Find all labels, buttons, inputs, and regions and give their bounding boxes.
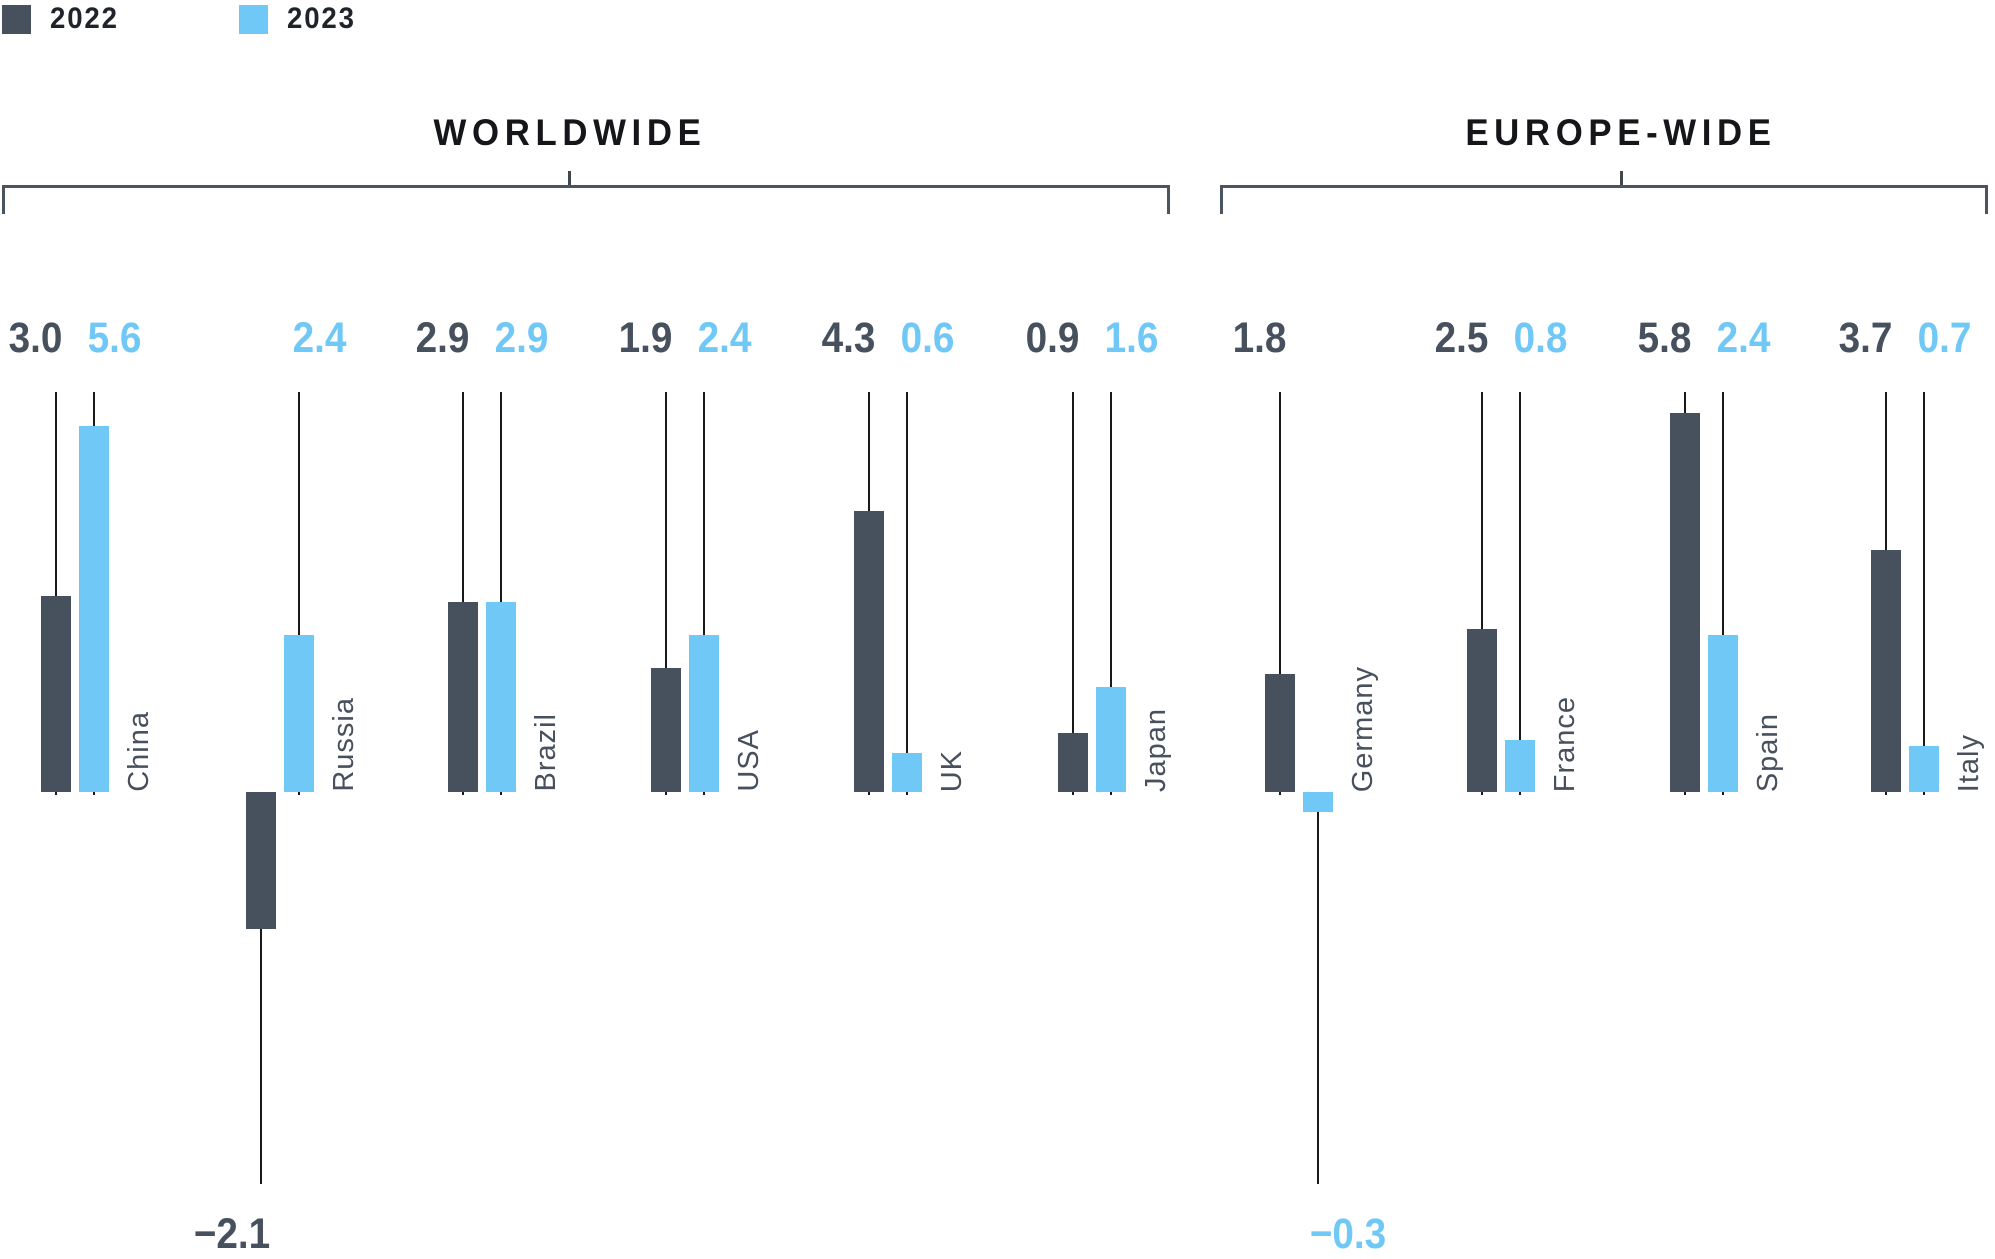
value-label-row-spain: 5.8 2.4 bbox=[1634, 314, 1775, 362]
bracket-worldwide-right-tick bbox=[1167, 185, 1170, 214]
value-label-2022-spain: 5.8 bbox=[1637, 314, 1692, 362]
legend-label-2023: 2023 bbox=[286, 2, 356, 35]
legend-item-2023: 2023 bbox=[238, 2, 362, 36]
country-label-uk: UK bbox=[936, 749, 968, 792]
value-label-2023-germany bbox=[1311, 316, 1367, 361]
bar-2022-france bbox=[1467, 628, 1497, 792]
stem-2023-uk bbox=[906, 392, 908, 795]
bracket-worldwide-left-tick bbox=[2, 185, 5, 214]
value-label-row-germany: 1.8 bbox=[1229, 314, 1370, 362]
bar-2022-russia bbox=[246, 792, 276, 930]
stem-2023-spain bbox=[1722, 392, 1724, 795]
bracket-europe-center-tick bbox=[1620, 171, 1623, 185]
value-label-2023-uk: 0.6 bbox=[900, 314, 955, 362]
bar-2023-russia bbox=[284, 635, 314, 792]
value-label-row-china: 3.0 5.6 bbox=[5, 314, 146, 362]
value-label-2023-brazil: 2.9 bbox=[494, 314, 549, 362]
country-label-germany: Germany bbox=[1347, 665, 1379, 792]
bar-2022-usa bbox=[651, 667, 681, 792]
value-label-2023-france: 0.8 bbox=[1513, 314, 1568, 362]
country-label-japan: Japan bbox=[1140, 707, 1172, 792]
country-label-usa: USA bbox=[733, 729, 765, 792]
bar-2023-spain bbox=[1708, 635, 1738, 792]
value-label-2023-usa: 2.4 bbox=[697, 314, 752, 362]
value-label-2022-uk: 4.3 bbox=[821, 314, 876, 362]
value-label-2023-china: 5.6 bbox=[87, 314, 142, 362]
value-label-2023-italy: 0.7 bbox=[1917, 314, 1972, 362]
stem-2022-germany bbox=[1279, 392, 1281, 795]
value-label-2022-japan: 0.9 bbox=[1025, 314, 1080, 362]
bracket-worldwide-center-tick bbox=[568, 171, 571, 185]
stem-2023-italy bbox=[1923, 392, 1925, 795]
bracket-europe-left-tick bbox=[1220, 185, 1223, 214]
value-label-2022-france: 2.5 bbox=[1434, 314, 1489, 362]
value-label-2022-china: 3.0 bbox=[8, 314, 63, 362]
bar-2023-italy bbox=[1909, 746, 1939, 792]
bracket-europe-line bbox=[1220, 185, 1988, 188]
bar-2023-germany bbox=[1303, 792, 1333, 812]
value-label-2022-russia bbox=[213, 316, 269, 361]
value-label-2022-italy: 3.7 bbox=[1838, 314, 1893, 362]
value-label-row-brazil: 2.9 2.9 bbox=[412, 314, 553, 362]
bar-2022-germany bbox=[1265, 674, 1295, 792]
value-label-2023-japan: 1.6 bbox=[1104, 314, 1159, 362]
legend: 2022 2023 bbox=[2, 2, 362, 36]
bar-2023-france bbox=[1505, 739, 1535, 792]
bracket-europe-right-tick bbox=[1985, 185, 1988, 214]
value-label-row-uk: 4.3 0.6 bbox=[818, 314, 959, 362]
legend-item-2022: 2022 bbox=[2, 2, 125, 36]
value-label-2023-russia: 2.4 bbox=[292, 314, 347, 362]
value-label-row-italy: 3.7 0.7 bbox=[1835, 314, 1976, 362]
value-label-below-2023-germany: −0.3 bbox=[1309, 1210, 1387, 1258]
country-label-france: France bbox=[1549, 695, 1581, 792]
stem-2022-brazil bbox=[462, 392, 464, 795]
country-label-russia: Russia bbox=[328, 697, 360, 792]
bar-2022-italy bbox=[1871, 550, 1901, 792]
country-label-spain: Spain bbox=[1752, 712, 1784, 792]
stem-2023-russia bbox=[298, 392, 300, 795]
legend-swatch-2023 bbox=[238, 4, 268, 34]
stem-2022-japan bbox=[1072, 392, 1074, 795]
legend-swatch-2022 bbox=[2, 4, 31, 34]
value-label-2022-usa: 1.9 bbox=[618, 314, 673, 362]
bar-2023-japan bbox=[1096, 687, 1126, 792]
value-label-row-russia: 2.4 bbox=[210, 314, 351, 362]
country-label-italy: Italy bbox=[1953, 733, 1985, 792]
value-label-2023-spain: 2.4 bbox=[1716, 314, 1771, 362]
value-label-2022-germany: 1.8 bbox=[1232, 314, 1287, 362]
bar-2023-brazil bbox=[486, 602, 516, 792]
bar-2022-spain bbox=[1670, 412, 1700, 792]
stem-2023-brazil bbox=[500, 392, 502, 795]
value-label-row-japan: 0.9 1.6 bbox=[1022, 314, 1163, 362]
bar-2023-uk bbox=[892, 752, 922, 792]
bar-2022-china bbox=[41, 595, 71, 792]
value-label-below-2022-russia: −2.1 bbox=[193, 1210, 271, 1258]
stem-2023-germany bbox=[1317, 811, 1319, 1184]
stem-2022-france bbox=[1481, 392, 1483, 795]
value-label-row-usa: 1.9 2.4 bbox=[615, 314, 756, 362]
stem-2022-usa bbox=[665, 392, 667, 795]
section-title-worldwide: WORLDWIDE bbox=[433, 112, 707, 153]
country-label-china: China bbox=[123, 711, 155, 792]
bar-2022-uk bbox=[854, 510, 884, 792]
legend-label-2022: 2022 bbox=[50, 2, 119, 35]
section-title-europe: EUROPE-WIDE bbox=[1465, 112, 1777, 153]
value-label-2022-brazil: 2.9 bbox=[415, 314, 470, 362]
stem-2023-france bbox=[1519, 392, 1521, 795]
bar-2022-brazil bbox=[448, 602, 478, 792]
bar-2022-japan bbox=[1058, 733, 1088, 792]
country-label-brazil: Brazil bbox=[530, 713, 562, 792]
stem-2023-japan bbox=[1110, 392, 1112, 795]
bracket-worldwide-line bbox=[2, 185, 1170, 188]
stem-2022-russia bbox=[260, 929, 262, 1184]
stem-2023-usa bbox=[703, 392, 705, 795]
stem-2022-china bbox=[55, 392, 57, 795]
value-label-row-france: 2.5 0.8 bbox=[1431, 314, 1572, 362]
bar-2023-usa bbox=[689, 635, 719, 792]
bar-2023-china bbox=[79, 425, 109, 792]
